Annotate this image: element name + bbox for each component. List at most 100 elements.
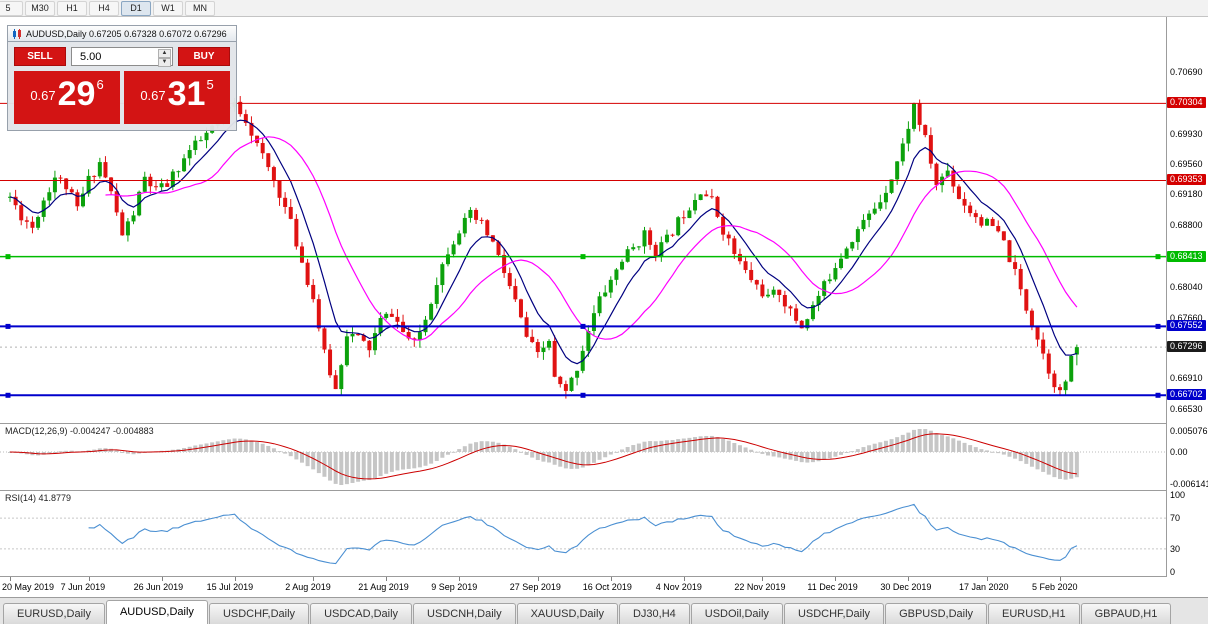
x-axis-label: 9 Sep 2019 xyxy=(431,582,478,592)
rsi-indicator[interactable] xyxy=(0,491,1166,576)
chart-tab-usdchf-daily[interactable]: USDCHF,Daily xyxy=(208,603,310,624)
x-axis-label: 22 Nov 2019 xyxy=(734,582,786,592)
y-axis-label: 0 xyxy=(1170,567,1176,577)
y-axis-label: 70 xyxy=(1170,513,1181,524)
y-axis-label: 100 xyxy=(1170,490,1186,500)
chart-ohlc-values: 0.67205 0.67328 0.67072 0.67296 xyxy=(89,28,227,39)
timeframe-button-5[interactable]: 5 xyxy=(0,0,23,16)
chart-tab-eurusd-daily[interactable]: EURUSD,Daily xyxy=(3,603,105,624)
macd-label: MACD(12,26,9) -0.004247 -0.004883 xyxy=(5,426,154,436)
chart-region[interactable]: AUDUSD,Daily 0.67205 0.67328 0.67072 0.6… xyxy=(0,17,1208,597)
timeframe-button-w1[interactable]: W1 xyxy=(153,0,183,16)
sell-price-display[interactable]: 0.67 29 6 xyxy=(14,71,120,124)
price-level-label: 0.68413 xyxy=(1167,250,1206,262)
price-axis[interactable]: 0.70690 0.69930 0.69560 0.69180 0.68800 0.680… xyxy=(1167,17,1208,597)
x-axis-tick xyxy=(10,577,11,581)
chart-tab-dj30-h4[interactable]: DJ30,H4 xyxy=(618,603,690,624)
ma-slow-line xyxy=(105,136,1078,341)
axis-separator xyxy=(1166,17,1167,576)
timeframe-button-h1[interactable]: H1 xyxy=(57,0,87,16)
chart-tab-bar: EURUSD,Daily AUDUSD,Daily USDCHF,Daily USDC… xyxy=(0,597,1208,624)
price-level-label: 0.67552 xyxy=(1167,320,1206,332)
x-axis-tick xyxy=(835,577,837,581)
chart-symbol: AUDUSD,Daily xyxy=(26,28,87,39)
y-axis-label: 0.005076 xyxy=(1170,426,1208,436)
sell-button[interactable]: SELL xyxy=(14,47,66,66)
timeframe-toolbar: 5 M30 H1 H4 D1 W1 MN xyxy=(0,0,1208,17)
panel-separator-macd[interactable] xyxy=(0,423,1208,424)
x-axis-label: 26 Jun 2019 xyxy=(133,582,184,592)
chart-tab-gbpusd-daily[interactable]: GBPUSD,Daily xyxy=(885,603,988,624)
y-axis-label: 30 xyxy=(1170,543,1181,554)
candles xyxy=(8,96,1079,399)
timeframe-button-d1[interactable]: D1 xyxy=(121,0,151,16)
rsi-label: RSI(14) 41.8779 xyxy=(5,493,72,503)
x-axis-label: 16 Oct 2019 xyxy=(582,582,632,592)
x-axis-label: 4 Nov 2019 xyxy=(655,582,702,592)
rsi-line xyxy=(88,503,1078,565)
y-axis-label: 0.68800 xyxy=(1170,220,1203,231)
x-axis-label: 15 Jul 2019 xyxy=(206,582,254,592)
x-axis-label: 5 Feb 2020 xyxy=(1032,582,1078,592)
chart-icon xyxy=(12,28,22,39)
chart-tab-usdcad-daily[interactable]: USDCAD,Daily xyxy=(310,603,413,624)
x-axis-tick xyxy=(234,577,236,581)
macd-indicator[interactable] xyxy=(0,424,1166,490)
panel-separator-rsi[interactable] xyxy=(0,490,1208,491)
y-axis-label: 0.69560 xyxy=(1170,158,1203,169)
sell-price-pipette: 6 xyxy=(96,77,104,92)
x-axis-label: 21 Aug 2019 xyxy=(358,582,409,592)
buy-price-pipette: 5 xyxy=(206,77,214,92)
timeframe-button-h4[interactable]: H4 xyxy=(89,0,119,16)
y-axis-label: 0.69930 xyxy=(1170,128,1203,139)
buy-price-big: 31 xyxy=(167,75,206,113)
volume-decrease-button[interactable]: ▼ xyxy=(158,58,171,67)
buy-price-prefix: 0.67 xyxy=(140,88,166,103)
volume-increase-button[interactable]: ▲ xyxy=(158,49,171,58)
sell-price-prefix: 0.67 xyxy=(30,88,56,103)
axis-separator-bottom xyxy=(0,576,1208,577)
buy-button[interactable]: BUY xyxy=(178,47,230,66)
x-axis-label: 7 Jun 2019 xyxy=(60,582,106,592)
y-axis-label: 0.66910 xyxy=(1170,373,1203,384)
y-axis-label: -0.006141 xyxy=(1170,479,1208,489)
price-level-label: 0.67296 xyxy=(1167,341,1206,353)
chart-tab-eurusd-h1[interactable]: EURUSD,H1 xyxy=(988,603,1080,624)
chart-tab-gbpaud-h1[interactable]: GBPAUD,H1 xyxy=(1080,603,1172,624)
chart-tab-audusd-daily[interactable]: AUDUSD,Daily xyxy=(105,600,208,624)
chart-tab-xauusd-daily[interactable]: XAUUSD,Daily xyxy=(516,603,618,624)
chart-title-bar: AUDUSD,Daily 0.67205 0.67328 0.67072 0.6… xyxy=(7,25,237,42)
x-axis-label: 2 Aug 2019 xyxy=(285,582,331,592)
x-axis-label: 17 Jan 2020 xyxy=(959,582,1009,592)
volume-value: 5.00 xyxy=(80,50,102,63)
price-level-label: 0.70304 xyxy=(1167,97,1206,109)
x-axis-label: 30 Dec 2019 xyxy=(880,582,932,592)
timeframe-button-mn[interactable]: MN xyxy=(185,0,215,16)
chart-tab-usdcnh-daily[interactable]: USDCNH,Daily xyxy=(413,603,516,624)
y-axis-label: 0.00 xyxy=(1170,447,1188,457)
time-axis[interactable]: 20 May 2019 7 Jun 2019 26 Jun 2019 15 Jul 2… xyxy=(0,577,1166,597)
price-level-label: 0.69353 xyxy=(1167,174,1206,186)
timeframe-button-m30[interactable]: M30 xyxy=(25,0,55,16)
x-axis-tick xyxy=(459,577,461,581)
y-axis-label: 0.68040 xyxy=(1170,281,1203,292)
macd-signal-line xyxy=(9,433,1077,480)
x-axis-tick xyxy=(987,577,988,581)
candlestick-chart[interactable] xyxy=(0,17,1166,423)
price-level-label: 0.66702 xyxy=(1167,389,1206,401)
chart-tab-usdchf-daily[interactable]: USDCHF,Daily xyxy=(783,603,885,624)
y-axis-label: 0.70690 xyxy=(1170,67,1203,78)
volume-input[interactable]: 5.00 ▲ ▼ xyxy=(71,47,173,67)
x-axis-tick xyxy=(386,577,388,581)
y-axis-label: 0.66530 xyxy=(1170,404,1203,415)
x-axis-tick xyxy=(1060,577,1061,581)
x-axis-tick xyxy=(537,577,539,581)
x-axis-label: 27 Sep 2019 xyxy=(509,582,561,592)
x-axis-tick xyxy=(908,577,910,581)
buy-price-display[interactable]: 0.67 31 5 xyxy=(124,71,230,124)
chart-tab-usdoil-daily[interactable]: USDOil,Daily xyxy=(690,603,783,624)
x-axis-label: 20 May 2019 xyxy=(2,582,55,592)
x-axis-tick xyxy=(161,577,163,581)
one-click-body: SELL 5.00 ▲ ▼ BUY 0.67 29 6 xyxy=(7,42,237,131)
